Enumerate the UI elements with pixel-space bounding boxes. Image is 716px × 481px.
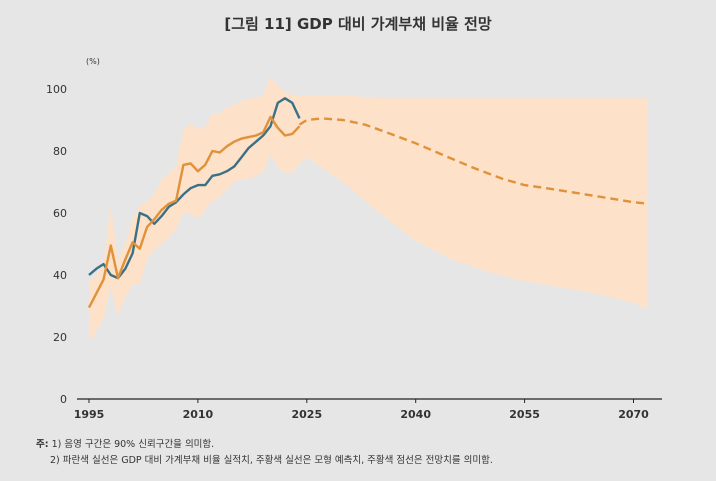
actual-series-line [88,97,301,280]
confidence-band-layer [89,76,648,344]
y-tick-label: 80 [53,145,67,158]
y-tick-labels: 0 20 40 60 80 100 [46,83,67,406]
chart-title: [그림 11] GDP 대비 가계부채 비율 전망 [224,15,492,33]
forecast-series-line [298,117,649,205]
x-tick-label: 2010 [183,408,214,421]
y-tick-label: 0 [60,393,67,406]
y-axis-unit: (%) [86,57,100,66]
x-tick-label: 2055 [509,408,540,421]
y-tick-label: 40 [53,269,67,282]
series-layer [87,97,649,309]
note-2: 2) 파란색 실선은 GDP 대비 가계부채 비율 실적치, 주황색 실선은 모… [50,455,493,466]
note-1: 1) 음영 구간은 90% 신뢰구간을 의미함. [51,439,215,450]
x-tick-label: 2040 [400,408,431,421]
y-tick-label: 20 [53,331,67,344]
x-tick-labels: 1995 2010 2025 2040 2055 2070 [74,399,649,421]
chart-notes: 주: 1) 음영 구간은 90% 신뢰구간을 의미함. 2) 파란색 실선은 G… [36,437,493,469]
model-predicted-series-line [87,115,301,309]
y-tick-label: 60 [53,207,67,220]
x-tick-label: 2025 [291,408,322,421]
x-tick-label: 2070 [618,408,649,421]
x-tick-label: 1995 [74,408,105,421]
notes-label: 주: [36,439,49,450]
y-tick-label: 100 [46,83,67,96]
confidence-band [89,76,648,344]
